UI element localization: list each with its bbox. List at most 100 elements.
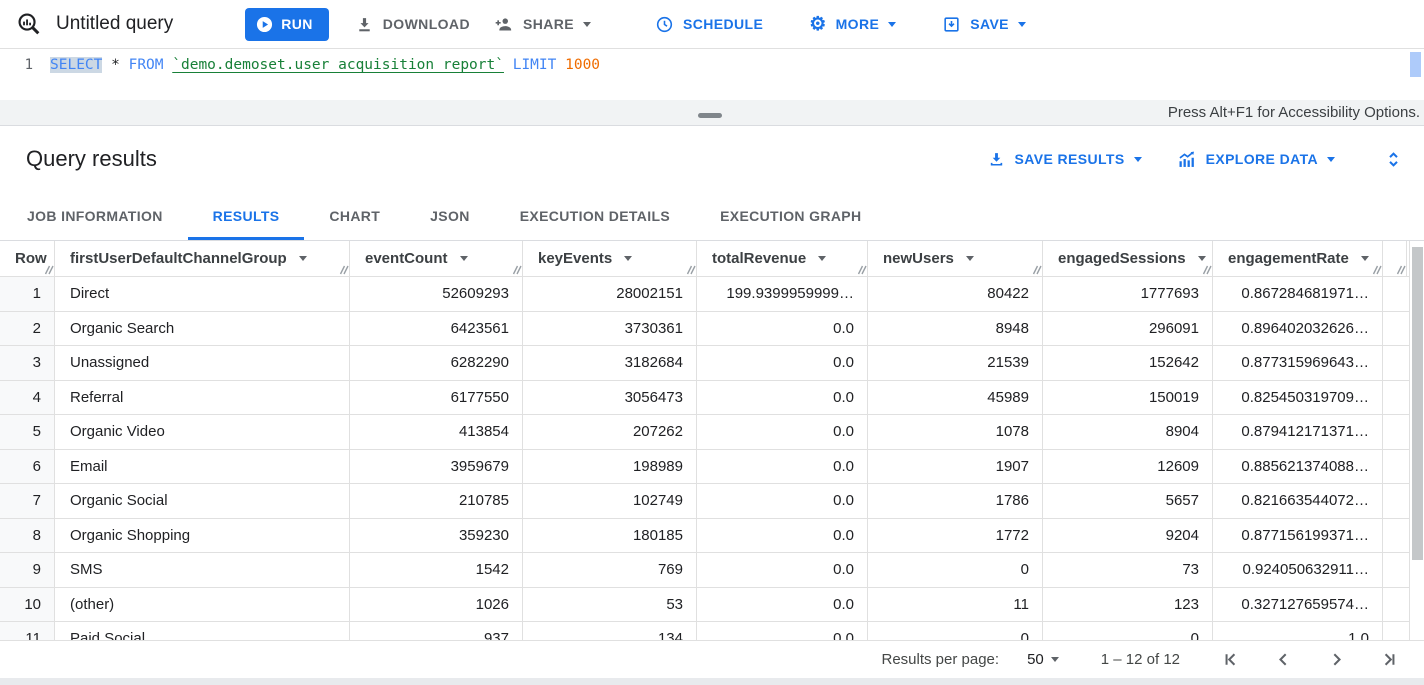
table-cell[interactable]: 0.0	[697, 484, 868, 518]
tab-results[interactable]: RESULTS	[188, 192, 305, 240]
column-dropdown-icon[interactable]	[818, 256, 826, 261]
row-number-cell[interactable]: 1	[0, 277, 55, 311]
row-number-cell[interactable]: 9	[0, 553, 55, 587]
table-vertical-scrollbar[interactable]	[1409, 241, 1424, 640]
row-number-cell[interactable]: 3	[0, 346, 55, 380]
table-cell[interactable]: 0.825450319709…	[1213, 381, 1383, 415]
table-cell[interactable]: 198989	[523, 450, 697, 484]
table-cell[interactable]: 134	[523, 622, 697, 640]
table-cell[interactable]: 8904	[1043, 415, 1213, 449]
table-cell[interactable]: 5657	[1043, 484, 1213, 518]
table-cell[interactable]: 0	[1043, 622, 1213, 640]
table-cell[interactable]: 296091	[1043, 312, 1213, 346]
table-cell[interactable]: 199.9399959999…	[697, 277, 868, 311]
table-cell[interactable]: 6177550	[350, 381, 523, 415]
column-resize-handle[interactable]	[339, 265, 349, 275]
table-cell[interactable]: 3182684	[523, 346, 697, 380]
column-header-row[interactable]: Row	[0, 241, 55, 276]
sql-editor[interactable]: 1 SELECT * FROM `demo.demoset.user_acqui…	[0, 48, 1424, 100]
explore-data-button[interactable]: EXPLORE DATA	[1164, 141, 1347, 177]
previous-page-button[interactable]	[1273, 649, 1294, 670]
more-button[interactable]: ⚙ MORE	[797, 6, 908, 42]
column-resize-handle[interactable]	[512, 265, 522, 275]
table-cell[interactable]: 1078	[868, 415, 1043, 449]
table-cell[interactable]: 180185	[523, 519, 697, 553]
horizontal-scrollbar-track[interactable]	[0, 678, 1424, 685]
download-button[interactable]: DOWNLOAD	[343, 6, 482, 42]
editor-scrollbar-thumb[interactable]	[1410, 52, 1421, 77]
table-cell[interactable]: Direct	[55, 277, 350, 311]
first-page-button[interactable]	[1220, 649, 1241, 670]
table-cell[interactable]: 0.924050632911…	[1213, 553, 1383, 587]
table-cell[interactable]: 1772	[868, 519, 1043, 553]
table-cell[interactable]: 0.0	[697, 450, 868, 484]
table-cell[interactable]: 0	[868, 553, 1043, 587]
expand-collapse-panel-button[interactable]	[1383, 149, 1404, 170]
table-cell[interactable]: 0.327127659574…	[1213, 588, 1383, 622]
schedule-button[interactable]: SCHEDULE	[643, 6, 775, 42]
sql-table-reference-link[interactable]: `demo.demoset.user_acquisition_report`	[172, 57, 504, 73]
next-page-button[interactable]	[1326, 649, 1347, 670]
column-resize-handle[interactable]	[686, 265, 696, 275]
table-cell[interactable]: 0.0	[697, 312, 868, 346]
table-cell[interactable]: Organic Video	[55, 415, 350, 449]
save-button[interactable]: SAVE	[930, 6, 1038, 42]
table-cell[interactable]: 0.896402032626…	[1213, 312, 1383, 346]
tab-job-information[interactable]: JOB INFORMATION	[2, 192, 188, 240]
table-cell[interactable]: Organic Shopping	[55, 519, 350, 553]
panel-resize-handle[interactable]	[698, 113, 722, 118]
table-cell[interactable]: 6282290	[350, 346, 523, 380]
table-cell[interactable]: 8948	[868, 312, 1043, 346]
last-page-button[interactable]	[1379, 649, 1400, 670]
table-cell[interactable]: 11	[868, 588, 1043, 622]
table-cell[interactable]: 937	[350, 622, 523, 640]
tab-execution-details[interactable]: EXECUTION DETAILS	[495, 192, 695, 240]
table-cell[interactable]: 207262	[523, 415, 697, 449]
row-number-cell[interactable]: 7	[0, 484, 55, 518]
column-header-totalrevenue[interactable]: totalRevenue	[697, 241, 868, 276]
column-dropdown-icon[interactable]	[1198, 256, 1206, 261]
row-number-cell[interactable]: 2	[0, 312, 55, 346]
table-scrollbar-thumb[interactable]	[1412, 247, 1423, 560]
page-size-select[interactable]: 50	[1027, 651, 1059, 668]
table-cell[interactable]: 0.0	[697, 588, 868, 622]
table-cell[interactable]: 1777693	[1043, 277, 1213, 311]
row-number-cell[interactable]: 5	[0, 415, 55, 449]
table-cell[interactable]: 1907	[868, 450, 1043, 484]
column-dropdown-icon[interactable]	[460, 256, 468, 261]
table-cell[interactable]: 210785	[350, 484, 523, 518]
table-cell[interactable]: 0	[868, 622, 1043, 640]
tab-chart[interactable]: CHART	[304, 192, 405, 240]
run-button[interactable]: RUN	[245, 8, 329, 41]
column-resize-handle[interactable]	[1032, 265, 1042, 275]
table-cell[interactable]: 6423561	[350, 312, 523, 346]
table-cell[interactable]: Organic Search	[55, 312, 350, 346]
table-cell[interactable]: 21539	[868, 346, 1043, 380]
table-cell[interactable]: 45989	[868, 381, 1043, 415]
table-cell[interactable]: 0.0	[697, 553, 868, 587]
column-dropdown-icon[interactable]	[1361, 256, 1369, 261]
column-header-firstuserdefaultchannelgroup[interactable]: firstUserDefaultChannelGroup	[55, 241, 350, 276]
tab-json[interactable]: JSON	[405, 192, 495, 240]
column-resize-handle[interactable]	[1372, 265, 1382, 275]
table-cell[interactable]: 0.885621374088…	[1213, 450, 1383, 484]
table-cell[interactable]: 28002151	[523, 277, 697, 311]
column-header-engagedsessions[interactable]: engagedSessions	[1043, 241, 1213, 276]
column-header-keyevents[interactable]: keyEvents	[523, 241, 697, 276]
table-cell[interactable]: 0.0	[697, 415, 868, 449]
table-cell[interactable]: 1786	[868, 484, 1043, 518]
column-dropdown-icon[interactable]	[966, 256, 974, 261]
table-cell[interactable]: 0.0	[697, 381, 868, 415]
table-cell[interactable]: Email	[55, 450, 350, 484]
table-cell[interactable]: 769	[523, 553, 697, 587]
table-cell[interactable]: 53	[523, 588, 697, 622]
table-cell[interactable]: 0.877156199371…	[1213, 519, 1383, 553]
table-cell[interactable]: 0.0	[697, 519, 868, 553]
table-cell[interactable]: 0.0	[697, 622, 868, 640]
table-cell[interactable]: 52609293	[350, 277, 523, 311]
table-cell[interactable]: 80422	[868, 277, 1043, 311]
table-cell[interactable]: 413854	[350, 415, 523, 449]
table-cell[interactable]: Unassigned	[55, 346, 350, 380]
row-number-cell[interactable]: 4	[0, 381, 55, 415]
table-cell[interactable]: (other)	[55, 588, 350, 622]
